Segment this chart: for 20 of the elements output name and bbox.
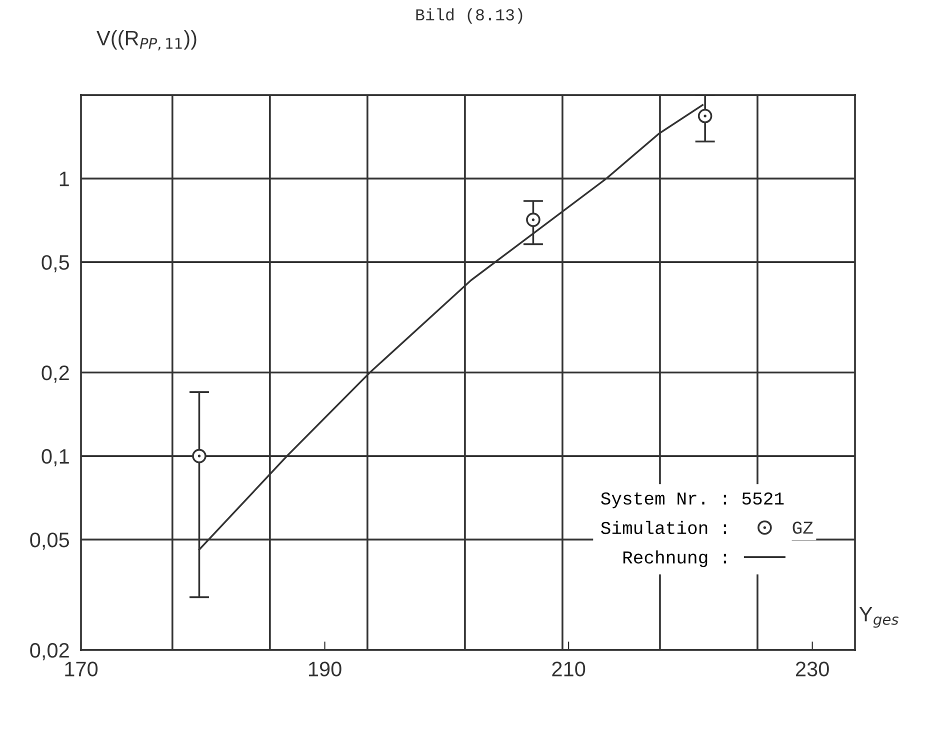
x-tick-label: 230 [796, 662, 829, 676]
x-tick-label: 210 [552, 662, 586, 676]
y-tick-label: 0,1 [42, 449, 69, 466]
y-tick-label: 0,5 [42, 255, 70, 272]
y-tick-label: 0,2 [42, 366, 69, 383]
x-axis-title: Y$_{ges}$ [859, 606, 898, 628]
y-tick-label: 0,05 [30, 532, 70, 550]
y-tick-label: 0,02 [30, 643, 69, 660]
legend-label: Rechnung : [623, 550, 726, 568]
point [192, 448, 206, 464]
chart-title: Bild (8.13) [416, 8, 522, 24]
legend-title: System Nr. : 5521 [601, 492, 784, 508]
x-tick-label: 190 [308, 662, 342, 676]
y-tick-label: 1 [60, 172, 69, 186]
point [698, 108, 712, 124]
legend-label: Simulation : [601, 520, 726, 534]
y-axis-title: V((R$_{PP,11}$)) [96, 30, 196, 50]
x-tick-label: 170 [65, 662, 98, 676]
point [526, 212, 540, 227]
annotation: GZ [792, 522, 813, 534]
